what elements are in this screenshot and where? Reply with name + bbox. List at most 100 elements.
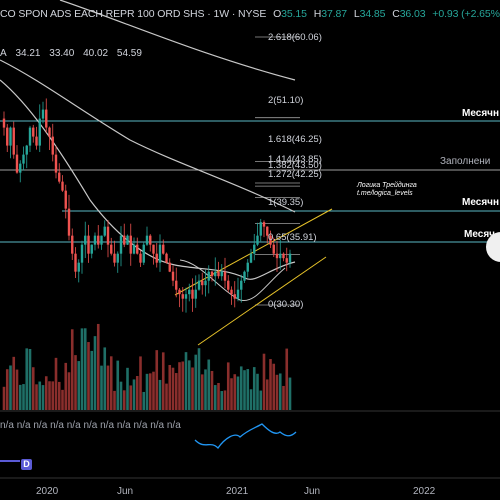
candle[interactable] [269, 235, 272, 245]
candle[interactable] [74, 253, 77, 272]
candle[interactable] [191, 289, 194, 299]
candle[interactable] [110, 244, 113, 254]
ma-slow [59, 0, 296, 81]
candle[interactable] [106, 226, 110, 245]
candle[interactable] [197, 280, 201, 290]
candle[interactable] [253, 244, 256, 254]
candle[interactable] [139, 253, 142, 263]
candle[interactable] [217, 271, 220, 277]
volume-bar [93, 336, 97, 410]
candle[interactable] [184, 294, 188, 299]
candle[interactable] [35, 136, 38, 146]
candle[interactable] [236, 289, 240, 299]
candle[interactable] [207, 271, 210, 281]
candle[interactable] [162, 244, 165, 254]
candle[interactable] [54, 154, 58, 173]
candle[interactable] [6, 127, 9, 146]
candle[interactable] [80, 244, 84, 263]
volume-bar [122, 390, 126, 410]
candle[interactable] [64, 190, 67, 209]
candle[interactable] [100, 235, 103, 245]
candle[interactable] [119, 235, 123, 254]
candle[interactable] [126, 235, 129, 245]
candle[interactable] [45, 109, 48, 128]
candle[interactable] [145, 235, 149, 245]
candle[interactable] [41, 109, 45, 119]
candle[interactable] [32, 127, 35, 137]
candle[interactable] [249, 253, 253, 263]
candle[interactable] [97, 235, 100, 245]
candle[interactable] [132, 244, 136, 254]
candle[interactable] [87, 235, 90, 254]
candle[interactable] [136, 244, 139, 254]
candle[interactable] [51, 136, 54, 155]
candle[interactable] [152, 244, 155, 254]
candle[interactable] [243, 271, 246, 281]
candle[interactable] [67, 208, 71, 236]
candle[interactable] [129, 235, 132, 254]
candle[interactable] [142, 244, 145, 263]
candle[interactable] [2, 118, 6, 128]
candle[interactable] [210, 271, 214, 277]
candle[interactable] [188, 289, 191, 295]
candle[interactable] [149, 235, 152, 245]
candle[interactable] [123, 235, 126, 245]
candle[interactable] [15, 154, 19, 173]
candle[interactable] [103, 226, 106, 236]
candle[interactable] [58, 172, 61, 182]
volume-bar [96, 323, 100, 410]
candle[interactable] [84, 235, 87, 245]
candle[interactable] [194, 289, 197, 299]
fib-label: 2(51.10) [268, 95, 304, 106]
candle[interactable] [233, 294, 236, 299]
candle[interactable] [230, 289, 233, 295]
candle[interactable] [61, 181, 64, 191]
candle[interactable] [204, 280, 207, 286]
candle[interactable] [220, 271, 223, 277]
candle[interactable] [168, 262, 171, 272]
candle[interactable] [113, 253, 116, 263]
candle[interactable] [201, 280, 204, 286]
candle[interactable] [275, 253, 279, 259]
candle[interactable] [227, 280, 230, 290]
candle[interactable] [155, 253, 158, 263]
candle[interactable] [256, 235, 259, 245]
candle[interactable] [272, 244, 275, 254]
candle[interactable] [240, 280, 243, 290]
candle[interactable] [279, 253, 282, 259]
dividend-badge[interactable]: D [21, 459, 32, 470]
candle[interactable] [178, 289, 181, 295]
volume-bar [181, 361, 185, 410]
candlesticks[interactable] [2, 98, 292, 313]
scroll-handle[interactable] [486, 232, 500, 262]
candle[interactable] [93, 235, 97, 245]
candle[interactable] [25, 145, 28, 155]
candle[interactable] [288, 253, 292, 263]
candle[interactable] [165, 253, 168, 263]
candle[interactable] [28, 127, 32, 146]
candle[interactable] [214, 271, 217, 277]
candle[interactable] [171, 271, 175, 281]
candle[interactable] [90, 244, 93, 254]
candle[interactable] [158, 244, 162, 263]
candle[interactable] [77, 262, 80, 272]
candle[interactable] [48, 127, 51, 137]
candle[interactable] [285, 258, 288, 263]
candle[interactable] [9, 127, 12, 146]
candle[interactable] [22, 154, 25, 164]
candle[interactable] [116, 253, 119, 263]
candle[interactable] [246, 262, 249, 272]
candle[interactable] [38, 118, 41, 146]
volume-bar [22, 384, 25, 410]
candle[interactable] [259, 222, 262, 236]
candle[interactable] [175, 280, 178, 290]
candle[interactable] [282, 253, 285, 259]
candle[interactable] [266, 226, 269, 236]
candle[interactable] [71, 235, 74, 254]
candle[interactable] [223, 271, 227, 281]
candle[interactable] [262, 222, 266, 227]
candle[interactable] [19, 163, 22, 173]
candle[interactable] [12, 127, 15, 155]
candle[interactable] [181, 294, 184, 299]
